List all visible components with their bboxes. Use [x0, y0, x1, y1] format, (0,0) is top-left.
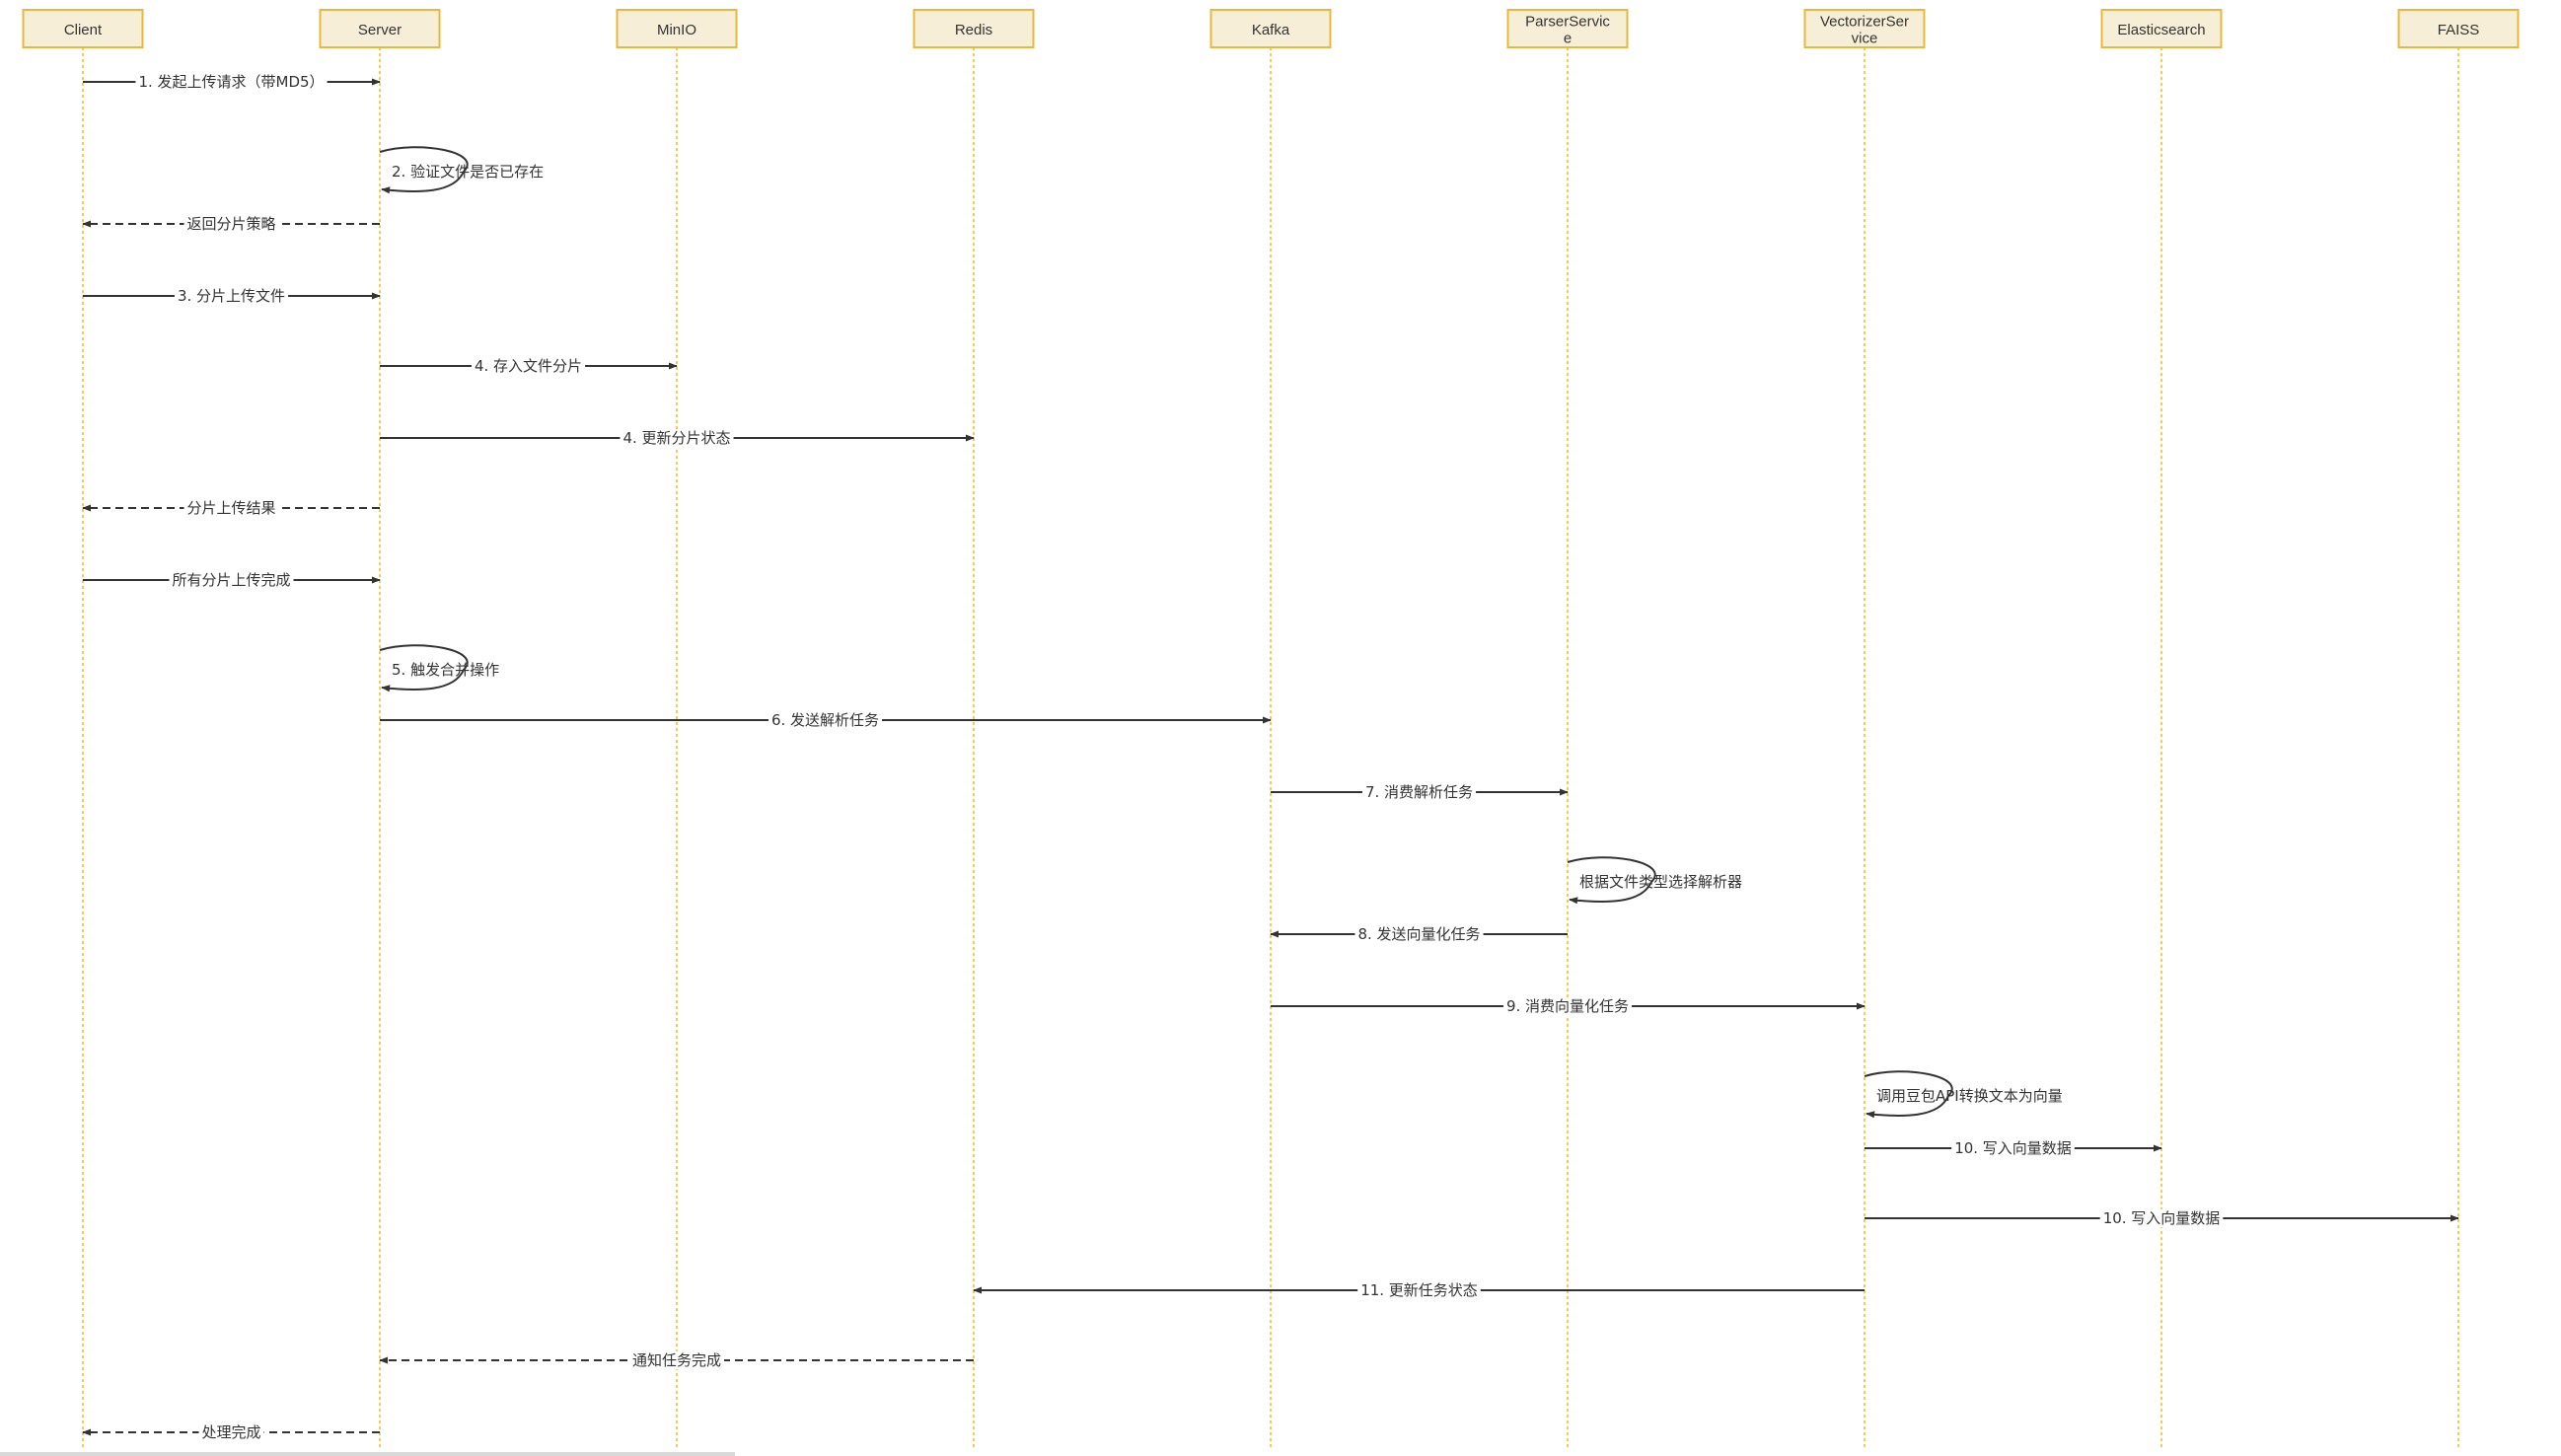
label-background	[135, 73, 328, 91]
message-20[interactable]: 处理完成	[82, 1423, 380, 1441]
message-label: 10. 写入向量数据	[1954, 1139, 2072, 1157]
message-4[interactable]: 3. 分片上传文件	[83, 287, 381, 305]
participant-box	[22, 9, 144, 48]
message-5[interactable]: 4. 存入文件分片	[380, 357, 678, 375]
message-16[interactable]: 10. 写入向量数据	[1865, 1139, 2162, 1157]
message-15[interactable]: 调用豆包API转换文本为向量	[1864, 1070, 2063, 1119]
participant-label: Kafka	[1252, 22, 1290, 38]
message-label: 分片上传结果	[186, 499, 275, 517]
participant-label: Elasticsearch	[2117, 22, 2205, 38]
message-label: 所有分片上传完成	[172, 571, 290, 589]
message-label: 4. 更新分片状态	[622, 429, 730, 447]
message-18[interactable]: 11. 更新任务状态	[973, 1281, 1865, 1299]
label-background	[169, 571, 294, 589]
label-background	[1951, 1139, 2075, 1157]
message-12[interactable]: 根据文件类型选择解析器	[1567, 856, 1742, 905]
participant-label: MinIO	[657, 22, 696, 38]
label-background	[620, 429, 734, 447]
self-message-arrow	[1864, 1070, 1953, 1119]
message-label: 调用豆包API转换文本为向量	[1876, 1087, 2063, 1105]
self-message-arrow	[1567, 856, 1656, 905]
label-background	[198, 1423, 264, 1441]
participant-label: FAISS	[2438, 22, 2480, 38]
message-label: 4. 存入文件分片	[475, 357, 582, 375]
message-2[interactable]: 2. 验证文件是否已存在	[379, 146, 544, 194]
message-label: 1. 发起上传请求（带MD5）	[138, 73, 324, 91]
message-label: 11. 更新任务状态	[1360, 1281, 1478, 1299]
participant-box	[2100, 9, 2223, 48]
participant-elasticsearch[interactable]: Elasticsearch	[2100, 9, 2223, 48]
message-label: 2. 验证文件是否已存在	[392, 163, 544, 181]
participant-label: vice	[1852, 31, 1878, 47]
message-14[interactable]: 9. 消费向量化任务	[1271, 997, 1866, 1015]
participant-box	[319, 9, 441, 48]
message-9[interactable]: 5. 触发合并操作	[379, 644, 499, 692]
self-message-arrow	[379, 146, 469, 194]
label-background	[628, 1351, 725, 1369]
label-background	[174, 287, 289, 305]
message-8[interactable]: 所有分片上传完成	[83, 571, 381, 589]
participant-label: VectorizerSer	[1820, 14, 1909, 31]
participant-label: Redis	[955, 22, 992, 38]
label-background	[768, 711, 883, 729]
label-background	[183, 215, 279, 233]
self-message-arrow	[379, 644, 469, 692]
message-label: 9. 消费向量化任务	[1506, 997, 1629, 1015]
participant-client[interactable]: Client	[22, 9, 144, 48]
label-background	[183, 499, 279, 517]
message-label: 3. 分片上传文件	[178, 287, 285, 305]
message-7[interactable]: 分片上传结果	[82, 499, 380, 517]
message-11[interactable]: 7. 消费解析任务	[1271, 783, 1569, 801]
participant-box	[913, 9, 1035, 48]
label-background	[2099, 1209, 2224, 1227]
horizontal-scrollbar[interactable]	[0, 1452, 735, 1456]
label-background	[1361, 783, 1477, 801]
participant-redis[interactable]: Redis	[913, 9, 1035, 48]
label-background	[1357, 1281, 1481, 1299]
participant-box	[616, 9, 738, 48]
message-label: 处理完成	[201, 1423, 260, 1441]
participant-label: Client	[64, 22, 103, 38]
participant-box	[1506, 9, 1629, 48]
participant-minio[interactable]: MinIO	[616, 9, 738, 48]
participant-faiss[interactable]: FAISS	[2397, 9, 2520, 48]
participant-label: ParserServic	[1525, 14, 1610, 31]
participant-box	[2397, 9, 2520, 48]
message-label: 通知任务完成	[632, 1351, 721, 1369]
message-label: 6. 发送解析任务	[771, 711, 879, 729]
participant-label: e	[1564, 31, 1572, 47]
label-background	[471, 357, 586, 375]
message-3[interactable]: 返回分片策略	[82, 215, 380, 233]
participant-box	[1209, 9, 1332, 48]
message-label: 10. 写入向量数据	[2103, 1209, 2221, 1227]
message-label: 根据文件类型选择解析器	[1579, 873, 1742, 891]
message-label: 7. 消费解析任务	[1365, 783, 1473, 801]
label-background	[1502, 997, 1633, 1015]
participant-label: Server	[358, 22, 402, 38]
message-19[interactable]: 通知任务完成	[379, 1351, 974, 1369]
message-1[interactable]: 1. 发起上传请求（带MD5）	[83, 73, 381, 91]
message-10[interactable]: 6. 发送解析任务	[380, 711, 1272, 729]
participant-box	[1803, 9, 1926, 48]
message-13[interactable]: 8. 发送向量化任务	[1270, 925, 1568, 943]
participant-kafka[interactable]: Kafka	[1209, 9, 1332, 48]
participant-server[interactable]: Server	[319, 9, 441, 48]
message-label: 8. 发送向量化任务	[1357, 925, 1480, 943]
label-background	[1354, 925, 1484, 943]
message-6[interactable]: 4. 更新分片状态	[380, 429, 975, 447]
message-label: 返回分片策略	[186, 215, 275, 233]
message-17[interactable]: 10. 写入向量数据	[1865, 1209, 2459, 1227]
message-label: 5. 触发合并操作	[392, 661, 499, 679]
